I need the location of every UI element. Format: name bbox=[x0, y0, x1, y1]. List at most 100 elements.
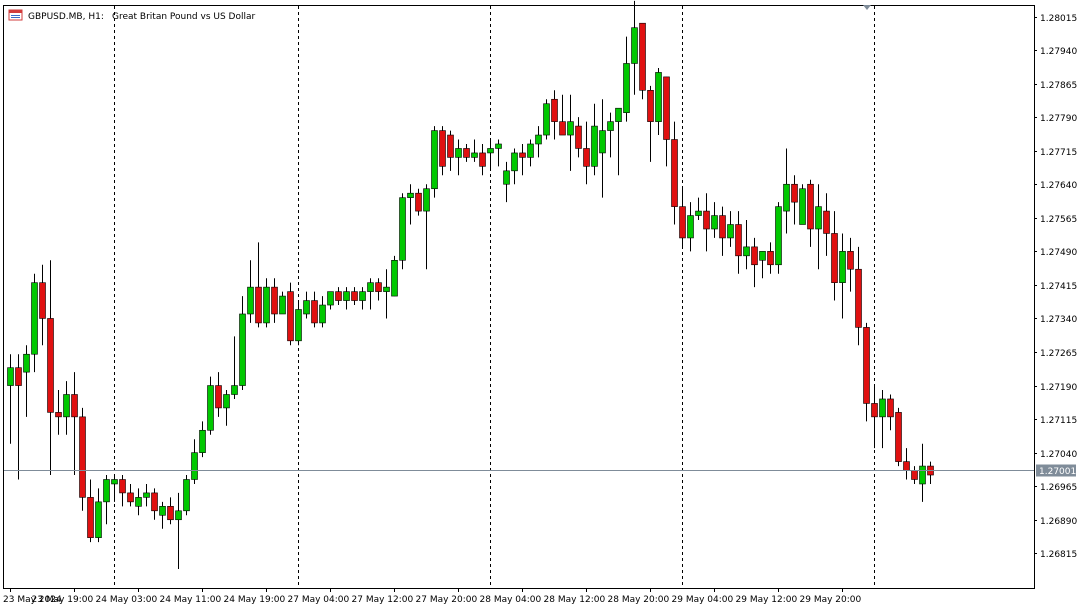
candle-body-bear bbox=[735, 224, 742, 257]
candle-body-bull bbox=[567, 121, 574, 136]
price-tick-label: 1.26815 bbox=[1040, 550, 1077, 560]
candle-body-bear bbox=[903, 461, 910, 471]
candle-body-bear bbox=[447, 134, 454, 158]
candle bbox=[527, 139, 534, 167]
candles-group bbox=[7, 0, 934, 569]
candle bbox=[327, 291, 334, 310]
candle bbox=[751, 237, 758, 288]
candle-body-bear bbox=[671, 139, 678, 207]
candle-body-bull bbox=[103, 479, 110, 503]
candle bbox=[279, 291, 286, 315]
candle-body-bull bbox=[511, 152, 518, 172]
candle-body-bull bbox=[247, 286, 254, 315]
candle bbox=[719, 206, 726, 256]
candle bbox=[583, 121, 590, 185]
time-tick-label: 27 May 20:00 bbox=[416, 595, 478, 605]
current-price-label: 1.27001 bbox=[1039, 467, 1076, 477]
time-tick-label: 24 May 03:00 bbox=[96, 595, 158, 605]
price-tick-label: 1.27115 bbox=[1040, 416, 1077, 426]
candle bbox=[727, 211, 734, 247]
candle-body-bull bbox=[687, 215, 694, 239]
candle bbox=[55, 390, 62, 435]
candle-body-bull bbox=[631, 27, 638, 64]
candle-body-bull bbox=[31, 282, 38, 355]
candle bbox=[111, 475, 118, 502]
candle-body-bull bbox=[295, 309, 302, 342]
candle bbox=[487, 139, 494, 171]
candle-body-bull bbox=[879, 398, 886, 418]
candle-body-bear bbox=[287, 291, 294, 342]
candle bbox=[167, 497, 174, 525]
candle-body-bull bbox=[615, 107, 622, 122]
candle bbox=[95, 488, 102, 543]
candle bbox=[519, 143, 526, 176]
candle-body-bull bbox=[727, 224, 734, 239]
candle bbox=[551, 90, 558, 140]
candle-body-bull bbox=[799, 188, 806, 225]
candle bbox=[887, 394, 894, 431]
time-tick-label: 23 May 19:00 bbox=[32, 595, 94, 605]
candle-body-bull bbox=[319, 304, 326, 324]
candle bbox=[15, 354, 22, 480]
candle-body-bear bbox=[895, 412, 902, 462]
candle bbox=[311, 291, 318, 328]
candle-body-bull bbox=[7, 367, 14, 386]
candle bbox=[471, 139, 478, 162]
candle-body-bull bbox=[159, 506, 166, 516]
time-tick-label: 24 May 19:00 bbox=[224, 595, 286, 605]
candle-body-bear bbox=[215, 385, 222, 409]
candle-body-bull bbox=[183, 479, 190, 512]
candle-body-bull bbox=[423, 188, 430, 212]
current-price-line: 1.27001 bbox=[4, 464, 1076, 477]
time-tick-label: 24 May 11:00 bbox=[160, 595, 222, 605]
candle bbox=[407, 184, 414, 225]
candle-body-bull bbox=[207, 385, 214, 431]
candle-body-bull bbox=[63, 394, 70, 418]
candle-body-bear bbox=[791, 183, 798, 203]
candle-body-bull bbox=[175, 510, 182, 521]
candle bbox=[239, 296, 246, 391]
candle-body-bull bbox=[143, 492, 150, 498]
candle-body-bull bbox=[543, 103, 550, 136]
candle-body-bull bbox=[711, 215, 718, 230]
candle bbox=[359, 287, 366, 310]
price-axis: 1.28015 1.27940 1.27865 1.27790 1.27715 1.276… bbox=[1034, 14, 1077, 560]
candle bbox=[679, 188, 686, 247]
price-tick-label: 1.27940 bbox=[1040, 47, 1077, 57]
candle bbox=[351, 287, 358, 306]
candle-body-bear bbox=[151, 492, 158, 512]
candle bbox=[415, 188, 422, 216]
candle bbox=[695, 197, 702, 221]
candle bbox=[215, 372, 222, 417]
candle bbox=[535, 126, 542, 158]
symbol-label: GBPUSD.MB, H1: bbox=[28, 12, 104, 22]
price-tick-label: 1.27265 bbox=[1040, 349, 1077, 359]
price-tick-label: 1.27340 bbox=[1040, 315, 1077, 325]
candle-body-bull bbox=[759, 251, 766, 261]
candle bbox=[799, 184, 806, 225]
candle bbox=[847, 237, 854, 292]
candle-body-bull bbox=[383, 286, 390, 292]
chart-header: GBPUSD.MB, H1: Great Britan Pound vs US … bbox=[8, 9, 255, 22]
candle-body-bull bbox=[591, 125, 598, 167]
time-tick-label: 23 May 2024 bbox=[3, 595, 62, 605]
bar-shift-marker-icon[interactable] bbox=[863, 5, 871, 10]
candle bbox=[303, 291, 310, 319]
candle-body-bull bbox=[135, 497, 142, 507]
candle-body-bull bbox=[343, 291, 350, 301]
candle bbox=[439, 126, 446, 176]
candle bbox=[455, 139, 462, 176]
candle bbox=[367, 278, 374, 310]
price-tick-label: 1.26890 bbox=[1040, 517, 1077, 527]
candle-body-bull bbox=[655, 72, 662, 122]
candle bbox=[207, 376, 214, 435]
candle-body-bear bbox=[719, 215, 726, 239]
candle bbox=[871, 385, 878, 449]
candle bbox=[151, 488, 158, 520]
candle bbox=[159, 501, 166, 529]
candle bbox=[863, 322, 870, 422]
candle-body-bull bbox=[599, 130, 606, 154]
candle-body-bull bbox=[775, 206, 782, 266]
